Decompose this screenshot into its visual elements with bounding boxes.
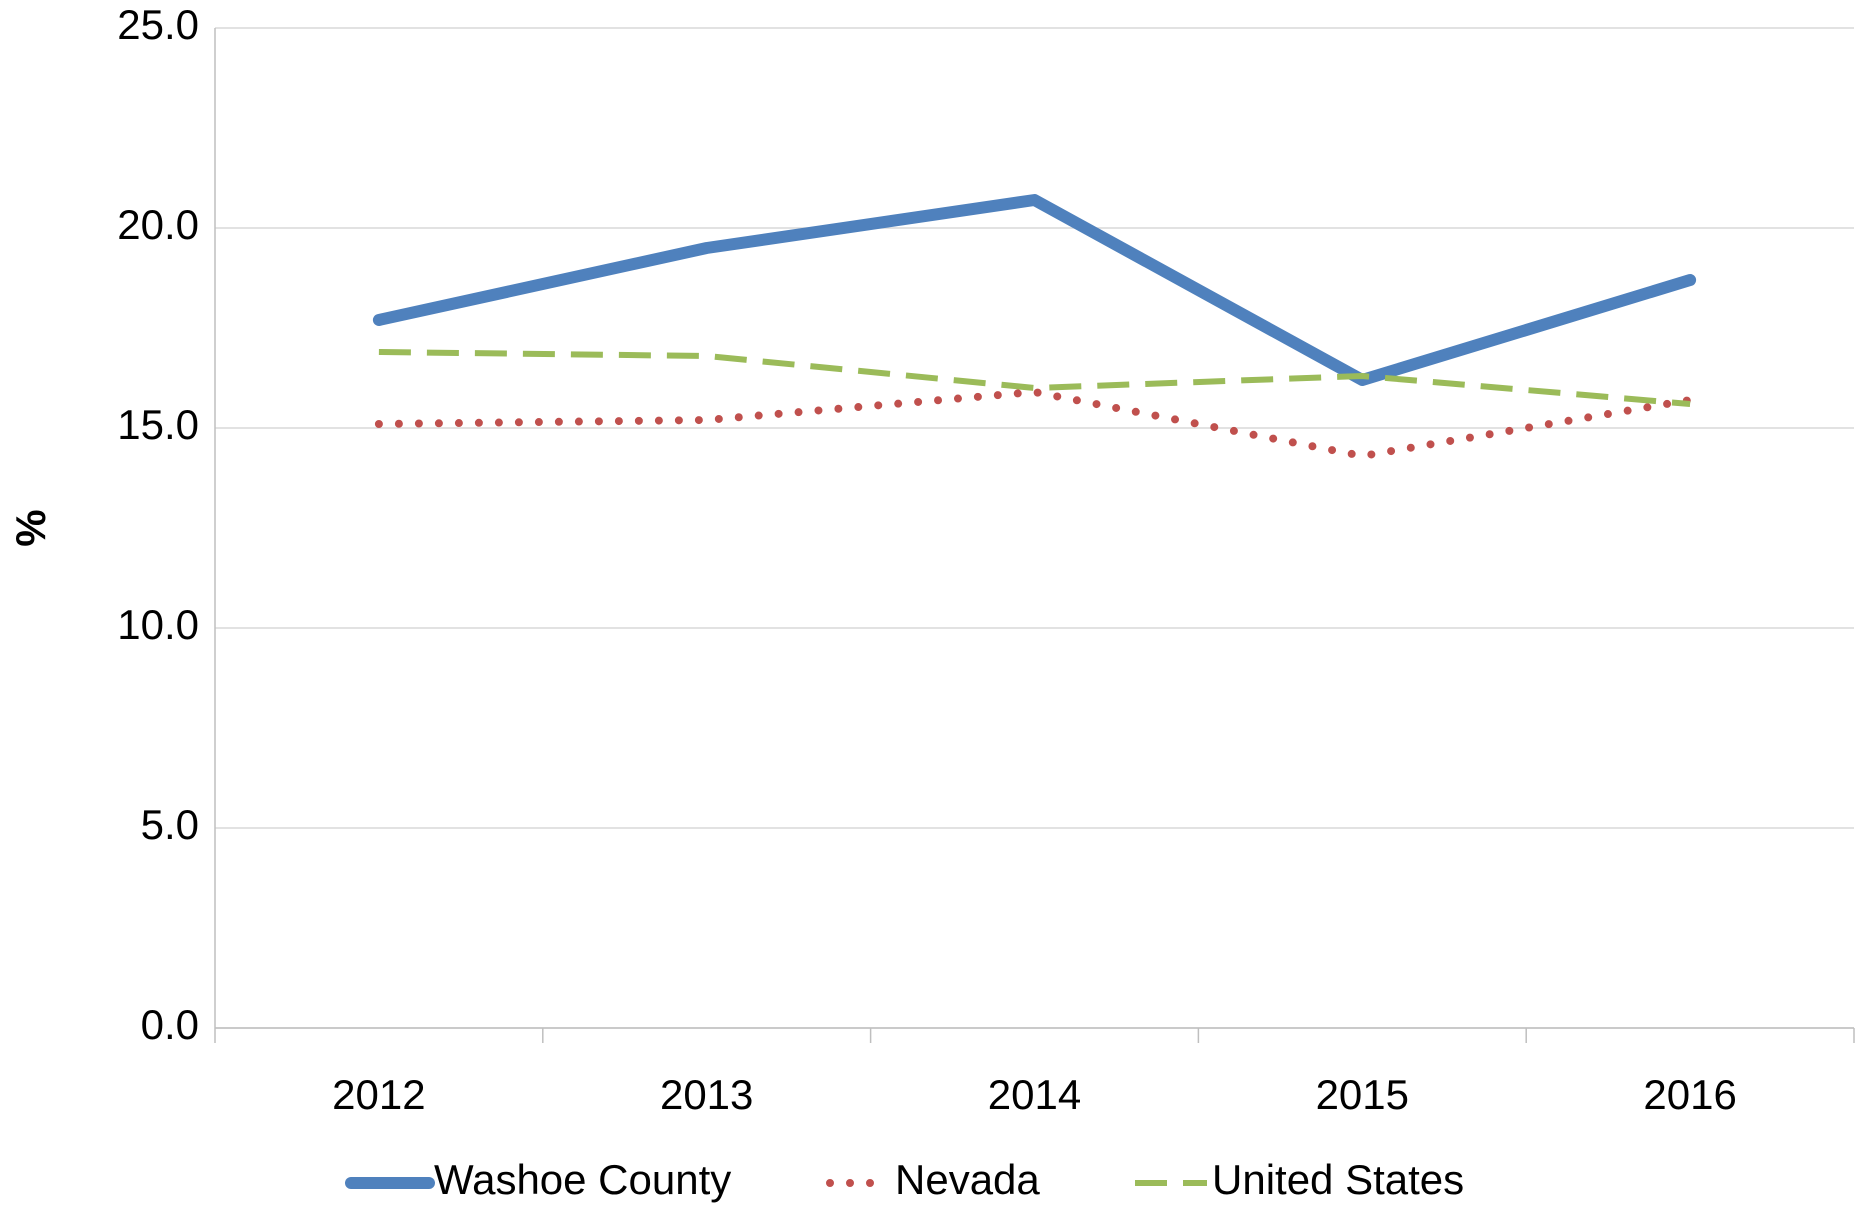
legend-label: Washoe County [434,1156,731,1203]
series-line [378,349,1691,407]
y-tick-label: 5.0 [141,801,199,848]
x-tick-label: 2013 [660,1071,753,1118]
y-tick-label: 20.0 [117,201,199,248]
y-axis-label: % [7,509,54,546]
series-line [372,194,1697,386]
x-tick-label: 2014 [988,1071,1081,1118]
legend-label: United States [1212,1156,1464,1203]
y-tick-label: 10.0 [117,601,199,648]
series-line [374,388,1695,460]
x-tick-label: 2015 [1316,1071,1409,1118]
x-tick-label: 2012 [332,1071,425,1118]
y-tick-label: 0.0 [141,1001,199,1048]
legend-label: Nevada [895,1156,1040,1203]
x-tick-label: 2016 [1643,1071,1736,1118]
y-tick-label: 25.0 [117,1,199,48]
y-tick-label: 15.0 [117,401,199,448]
